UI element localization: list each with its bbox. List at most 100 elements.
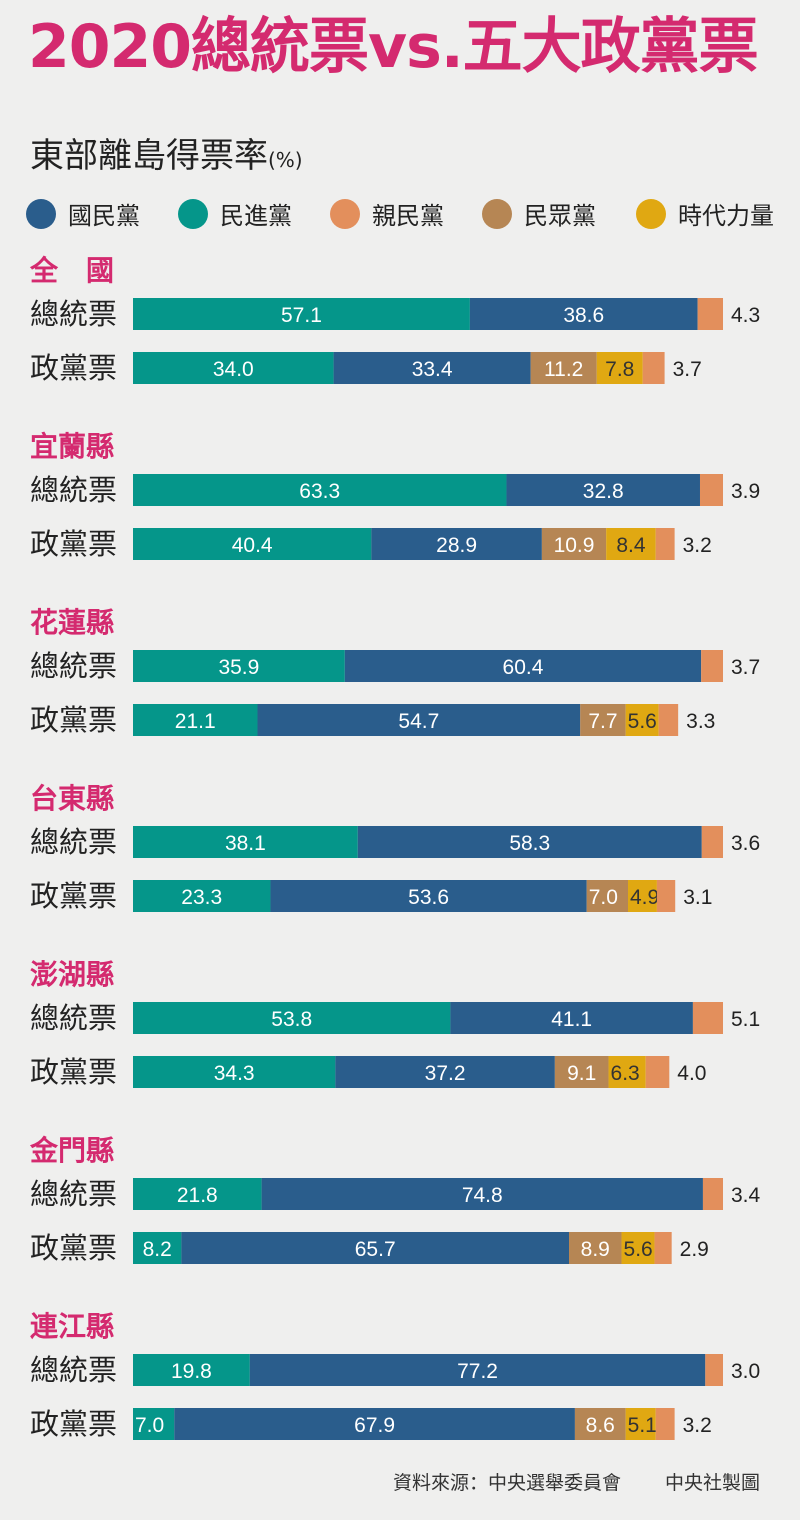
data-label-dpp: 7.0 (135, 1414, 164, 1437)
bar-segment-pfp (702, 1178, 723, 1210)
data-label-kmt: 33.4 (412, 358, 453, 381)
data-label-kmt: 54.7 (398, 710, 439, 733)
row-label: 總統票 (30, 297, 117, 331)
data-label-pfp: 3.2 (683, 534, 712, 557)
data-label-npp: 8.4 (616, 534, 646, 557)
bar-segment-tpp (569, 1232, 622, 1264)
legend-swatch-kmt (26, 198, 56, 229)
data-label-kmt: 38.6 (563, 304, 604, 327)
row-label: 政黨票 (30, 351, 117, 385)
bar-segment-dpp (133, 1002, 451, 1034)
data-label-kmt: 74.8 (462, 1184, 503, 1207)
legend-label-npp: 時代力量 (678, 202, 774, 230)
bar-segment-pfp (701, 826, 723, 858)
bar-segment-kmt (335, 1056, 555, 1088)
data-label-kmt: 67.9 (354, 1414, 395, 1437)
chart-title: 2020總統票vs.五大政黨票 (28, 12, 759, 82)
data-label-tpp: 8.9 (581, 1238, 610, 1261)
data-label-dpp: 8.2 (143, 1238, 172, 1261)
row-label: 總統票 (30, 473, 117, 507)
bar-segment-kmt (357, 826, 702, 858)
data-label-tpp: 11.2 (544, 358, 583, 381)
data-label-kmt: 60.4 (503, 656, 544, 679)
data-label-dpp: 40.4 (232, 534, 273, 557)
data-label-kmt: 77.2 (457, 1360, 498, 1383)
data-label-npp: 5.1 (628, 1414, 657, 1437)
bar-segment-dpp (133, 1408, 175, 1440)
bar-segment-dpp (133, 880, 271, 912)
bar-segment-tpp (580, 704, 626, 736)
data-label-dpp: 63.3 (299, 480, 340, 503)
bar-segment-pfp (645, 1056, 670, 1088)
bar-segment-pfp (692, 1002, 723, 1034)
bar-segment-kmt (344, 650, 702, 682)
legend-label-kmt: 國民黨 (68, 202, 140, 230)
data-label-dpp: 34.0 (213, 358, 254, 381)
data-label-pfp: 3.1 (683, 886, 712, 909)
data-label-dpp: 35.9 (218, 656, 259, 679)
row-label: 政黨票 (30, 1407, 117, 1441)
legend-label-dpp: 民進黨 (220, 202, 292, 230)
data-label-dpp: 38.1 (225, 832, 266, 855)
bar-segment-tpp (530, 352, 597, 384)
legend-item-tpp: 民眾黨 (482, 196, 596, 231)
bar-segment-dpp (133, 474, 507, 506)
group-title: 台東縣 (30, 782, 114, 815)
legend-item-pfp: 親民黨 (330, 196, 444, 231)
legend: 國民黨 民進黨 親民黨 民眾黨 時代力量 (26, 196, 786, 231)
source-text: 資料來源：中央選舉委員會 (392, 1472, 621, 1494)
group-title: 澎湖縣 (30, 958, 114, 991)
bar-segment-pfp (699, 474, 723, 506)
data-label-tpp: 8.6 (586, 1414, 615, 1437)
data-label-pfp: 3.7 (673, 358, 702, 381)
data-label-kmt: 58.3 (509, 832, 550, 855)
row-label: 政黨票 (30, 703, 117, 737)
data-label-pfp: 3.2 (683, 1414, 712, 1437)
bar-segment-kmt (261, 1178, 703, 1210)
bar-segment-npp (625, 1408, 656, 1440)
data-label-pfp: 4.3 (731, 304, 760, 327)
bar-segment-npp (606, 528, 656, 560)
bar-segment-dpp (133, 528, 372, 560)
group-title: 金門縣 (29, 1134, 114, 1167)
unit-label: (%) (268, 148, 303, 172)
data-label-pfp: 2.9 (680, 1238, 709, 1261)
bar-segment-dpp (133, 352, 334, 384)
legend-swatch-pfp (330, 198, 360, 229)
data-label-npp: 6.3 (611, 1062, 640, 1085)
data-label-dpp: 34.3 (214, 1062, 255, 1085)
group-title: 全 國 (29, 254, 114, 287)
data-label-pfp: 5.1 (731, 1008, 760, 1031)
row-label: 總統票 (30, 825, 117, 859)
legend-item-kmt: 國民黨 (26, 196, 140, 231)
data-label-kmt: 53.6 (408, 886, 449, 909)
row-label: 政黨票 (30, 1055, 117, 1089)
bar-segment-kmt (181, 1232, 570, 1264)
data-label-npp: 7.8 (605, 358, 634, 381)
bar-segment-pfp (705, 1354, 723, 1386)
row-label: 政黨票 (30, 1231, 117, 1265)
bar-segment-pfp (701, 650, 723, 682)
data-label-npp: 4.9 (630, 886, 659, 909)
source-line: 資料來源：中央選舉委員會 中央社製圖 (393, 1468, 760, 1495)
bar-segment-npp (608, 1056, 646, 1088)
legend-swatch-tpp (482, 198, 512, 229)
bar-segment-dpp (133, 826, 358, 858)
data-label-npp: 5.6 (624, 1238, 653, 1261)
bar-segment-pfp (656, 880, 676, 912)
bar-segment-dpp (133, 1056, 336, 1088)
data-label-tpp: 7.0 (589, 886, 618, 909)
bar-segment-kmt (257, 704, 581, 736)
bar-segment-kmt (249, 1354, 706, 1386)
data-label-dpp: 21.8 (177, 1184, 218, 1207)
data-label-dpp: 21.1 (175, 710, 216, 733)
bar-segment-kmt (174, 1408, 575, 1440)
data-label-tpp: 10.9 (554, 534, 595, 557)
row-label: 總統票 (30, 1001, 117, 1035)
row-label: 總統票 (30, 1353, 117, 1387)
subtitle-text: 東部離島得票率 (30, 136, 268, 176)
legend-label-pfp: 親民黨 (372, 202, 444, 230)
data-label-dpp: 53.8 (271, 1008, 312, 1031)
row-label: 總統票 (30, 649, 117, 683)
